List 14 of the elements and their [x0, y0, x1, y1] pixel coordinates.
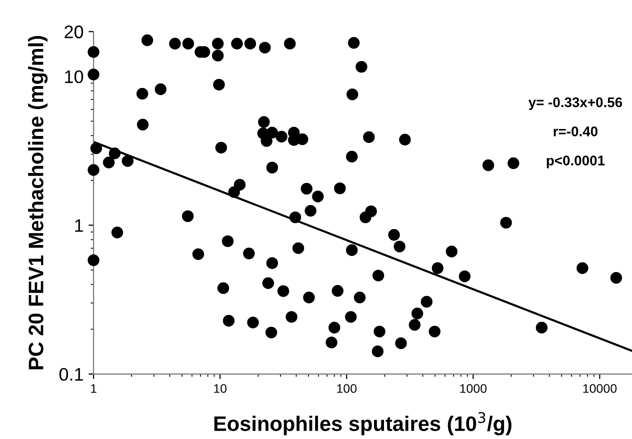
x-tick-label: 1000: [460, 384, 487, 393]
y-tick-label: 0.1: [59, 368, 83, 381]
x-axis-title: Eosinophiles sputaires (10$^{3}$/g): [214, 412, 512, 436]
y-axis-title: PC 20 FEV1 Methacholine (mg/ml): [28, 36, 48, 370]
x-tick-label: 1: [91, 384, 96, 393]
y-tick-label: 10: [65, 70, 84, 84]
annotation: y= -0.33x+0.56: [528, 97, 622, 110]
annotation: r=-0.40: [554, 126, 598, 136]
annotation: p<0.0001: [546, 156, 605, 168]
y-tick-label: 1: [75, 219, 83, 232]
x-tick-label: 10000: [583, 384, 617, 393]
x-tick-label: 100: [337, 384, 357, 393]
x-tick-label: 10: [214, 384, 227, 393]
y-tick-label: 20: [64, 26, 84, 38]
